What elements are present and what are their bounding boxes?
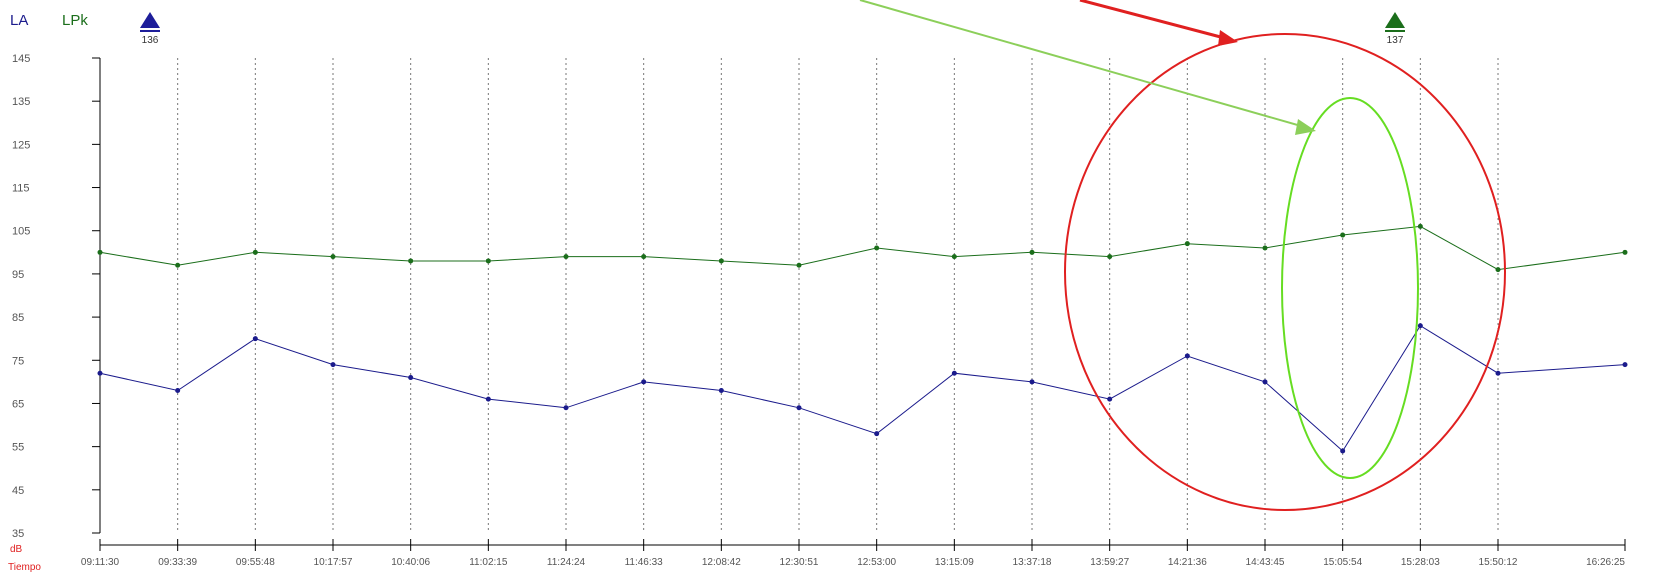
series-la-point: [330, 362, 336, 368]
time-label: Tiempo: [8, 562, 41, 573]
series-lpk-point: [874, 245, 880, 251]
series-la-point: [175, 388, 181, 393]
legend-la: LA: [10, 12, 28, 29]
green-arrowhead: [1295, 119, 1316, 135]
x-tick-label: 09:33:39: [158, 557, 197, 568]
legend-lpk: LPk: [62, 12, 88, 29]
x-tick-label: 11:24:24: [547, 557, 586, 568]
x-tick-label: 12:08:42: [702, 557, 741, 568]
series-lpk-point: [1622, 249, 1628, 255]
y-tick-label: 145: [12, 53, 30, 65]
series-lpk-point: [1107, 254, 1113, 260]
series-lpk-point: [1262, 245, 1268, 251]
series-la-points: [97, 323, 1628, 454]
x-tick-label: 14:43:45: [1246, 557, 1285, 568]
x-tick-label: 11:46:33: [625, 557, 664, 568]
series-lpk-point: [796, 262, 802, 268]
y-tick-label: 65: [12, 398, 24, 410]
series-la-point: [252, 336, 258, 342]
series-lpk-point: [175, 262, 181, 268]
x-tick-label: 09:55:48: [236, 557, 275, 568]
series-la-point: [1262, 379, 1268, 385]
series-la-point: [951, 370, 957, 376]
series-lpk-point: [97, 249, 103, 255]
y-tick-label: 115: [12, 183, 30, 195]
y-tick-label: 45: [12, 485, 24, 497]
series-lpk-points: [97, 223, 1628, 273]
series-lpk-point: [1340, 232, 1346, 238]
x-tick-label: 15:05:54: [1323, 557, 1362, 568]
series-lpk-point: [951, 254, 957, 260]
unit-label: dB: [10, 544, 23, 555]
marker-137-icon[interactable]: [1385, 12, 1405, 28]
series-lpk-point: [563, 254, 569, 260]
series-lpk-point: [330, 254, 336, 260]
x-tick-label: 15:50:12: [1479, 557, 1518, 568]
series-la-point: [1495, 370, 1501, 376]
series-la-point: [1184, 353, 1190, 359]
y-tick-label: 105: [12, 226, 30, 238]
red-arrow: [1079, 0, 1233, 42]
series-lpk-point: [252, 249, 258, 255]
series-la-point: [1417, 323, 1423, 329]
series-lpk-point: [485, 258, 491, 264]
x-tick-label: 13:15:09: [935, 557, 974, 568]
series-la-point: [97, 370, 103, 376]
series-lpk-point: [1029, 249, 1035, 255]
x-tick-label: 12:53:00: [857, 557, 896, 568]
marker-137-label: 137: [1387, 35, 1404, 46]
series-la-point: [485, 396, 491, 402]
series-la-point: [1107, 396, 1113, 402]
x-tick-label: 13:59:27: [1090, 557, 1129, 568]
series-lpk-point: [1417, 223, 1423, 229]
red-arrowhead: [1218, 30, 1238, 46]
vertical-gridlines: [177, 58, 1499, 533]
y-tick-label: 95: [12, 269, 24, 281]
x-tick-label: 10:40:06: [391, 557, 430, 568]
x-tick-label: 11:02:15: [469, 557, 508, 568]
x-tick-label: 10:17:57: [314, 557, 353, 568]
y-tick-label: 135: [12, 96, 30, 108]
y-axis: 145 135 125 115 105 95 85 75 65 55 45 35: [12, 53, 101, 540]
series-la-point: [1340, 448, 1346, 454]
series-la-point: [796, 405, 802, 411]
series-la-point: [563, 405, 569, 411]
green-ellipse-annotation: [1281, 97, 1419, 479]
series-lpk-point: [408, 258, 414, 264]
series-la-point: [718, 388, 724, 393]
series-lpk-line: [99, 225, 1626, 271]
y-tick-label: 85: [12, 312, 24, 324]
x-tick-label: 09:11:30: [81, 557, 120, 568]
red-circle-annotation: [1064, 33, 1506, 511]
x-tick-label: 15:28:03: [1401, 557, 1440, 568]
series-la-point: [874, 431, 880, 437]
y-tick-label: 35: [12, 528, 24, 540]
series-la-point: [1029, 379, 1035, 385]
series-la-point: [408, 375, 414, 381]
series-la-line: [99, 325, 1626, 452]
series-lpk-point: [1495, 267, 1501, 273]
y-tick-label: 125: [12, 139, 30, 151]
y-tick-label: 75: [12, 355, 24, 367]
series-la-point: [1622, 362, 1628, 368]
x-tick-label: 13:37:18: [1013, 557, 1052, 568]
x-tick-label: 14:21:36: [1168, 557, 1207, 568]
marker-136-icon[interactable]: [140, 12, 160, 28]
x-tick-label: 16:26:25: [1586, 557, 1625, 568]
series-lpk-point: [1184, 241, 1190, 247]
series-lpk-point: [641, 254, 647, 260]
series-lpk-point: [718, 258, 724, 264]
x-tick-label: 12:30:51: [780, 557, 819, 568]
y-tick-label: 55: [12, 442, 24, 454]
series-la-point: [641, 379, 647, 385]
marker-136-label: 136: [142, 35, 159, 46]
x-axis: 09:11:30 09:33:39 09:55:48 10:17:57 10:40:06…: [81, 539, 1626, 568]
green-arrow: [859, 0, 1309, 129]
